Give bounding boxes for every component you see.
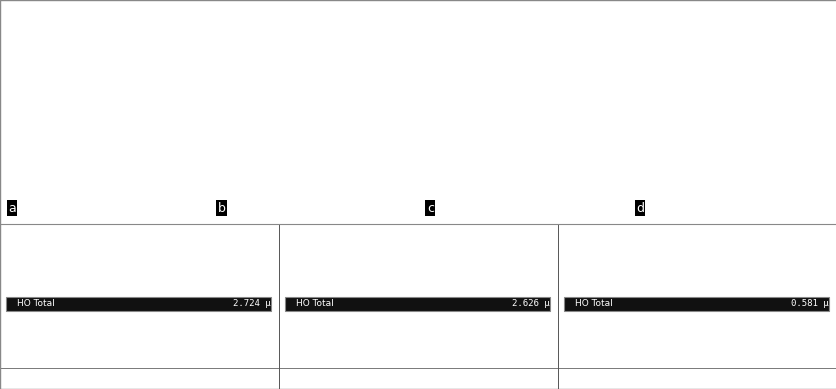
Text: + 1.557 μ: + 1.557 μ — [501, 273, 549, 282]
Text: a: a — [8, 202, 16, 215]
Text: Defocus: Defocus — [17, 273, 54, 282]
Text: Spherical: Spherical — [295, 326, 338, 335]
Text: Aberrations without Scleral lens: Aberrations without Scleral lens — [38, 373, 240, 383]
Text: Astigmatism: Astigmatism — [295, 286, 352, 295]
Text: 0.787 μ x 120°: 0.787 μ x 120° — [752, 286, 828, 295]
Text: Root Mean Square @ D <= 3.00 mm: Root Mean Square @ D <= 3.00 mm — [566, 230, 732, 239]
Text: 3.784 μ x  76°: 3.784 μ x 76° — [195, 286, 270, 295]
Text: 0.373 μ x  10°: 0.373 μ x 10° — [752, 353, 828, 362]
Text: 0.038 μ x 187°: 0.038 μ x 187° — [752, 313, 828, 322]
Text: g: g — [563, 372, 571, 385]
Text: -3.612 μ: -3.612 μ — [227, 273, 270, 282]
Text: Spherical: Spherical — [574, 326, 616, 335]
Text: 1.391 μ: 1.391 μ — [790, 246, 828, 255]
Text: Astigmatism: Astigmatism — [574, 286, 630, 295]
Text: Root Mean Square @ D <= 5.00 mm: Root Mean Square @ D <= 5.00 mm — [8, 230, 174, 239]
Text: Coma: Coma — [295, 313, 321, 322]
Text: Astigmatism: Astigmatism — [17, 286, 74, 295]
Text: Total: Total — [17, 246, 38, 255]
Text: Total: Total — [295, 246, 317, 255]
Text: 0.581 μ: 0.581 μ — [790, 300, 828, 308]
Text: d: d — [635, 202, 644, 215]
Text: + 0.169 μ: + 0.169 μ — [501, 326, 549, 335]
Bar — [6, 297, 270, 310]
Text: Defocus: Defocus — [574, 273, 610, 282]
Text: 0.225 μ x  22°: 0.225 μ x 22° — [752, 340, 828, 349]
Text: -0.335 μ: -0.335 μ — [227, 326, 270, 335]
Text: 0.250 μ x 110°: 0.250 μ x 110° — [195, 353, 270, 362]
Text: Root Mean Square @ D <= 5.00 mm: Root Mean Square @ D <= 5.00 mm — [287, 230, 452, 239]
Text: e: e — [6, 372, 13, 385]
Text: Aberrations over 16.5mm Scleral lens: Aberrations over 16.5mm Scleral lens — [300, 373, 536, 383]
Text: 0.382 μ x 186°: 0.382 μ x 186° — [474, 313, 549, 322]
Text: b: b — [217, 202, 225, 215]
Text: c: c — [426, 202, 433, 215]
Text: Secondary Astigmatism: Secondary Astigmatism — [295, 340, 403, 349]
Text: 1.263 μ: 1.263 μ — [790, 259, 828, 268]
Text: -0.239 μ: -0.239 μ — [785, 326, 828, 335]
Bar — [284, 297, 549, 310]
Text: LO Total: LO Total — [295, 259, 331, 268]
Text: Aberrations over 18.5mm Scleral lens: Aberrations over 18.5mm Scleral lens — [579, 373, 814, 383]
Text: Total: Total — [574, 246, 595, 255]
Bar — [563, 297, 828, 310]
Text: 0.682 μ x  81°: 0.682 μ x 81° — [474, 340, 549, 349]
Text: 0.448 μ x    1°: 0.448 μ x 1° — [190, 340, 270, 349]
Text: 2.626 μ: 2.626 μ — [512, 300, 549, 308]
Text: 3.102 μ: 3.102 μ — [512, 246, 549, 255]
Text: Coma: Coma — [574, 313, 600, 322]
Text: Spherical: Spherical — [17, 326, 59, 335]
Text: Trefoil: Trefoil — [574, 353, 601, 362]
Text: 0.796 μ x  39°: 0.796 μ x 39° — [474, 353, 549, 362]
Text: 0.550 μ x 118°: 0.550 μ x 118° — [474, 286, 549, 295]
Text: 2.724 μ: 2.724 μ — [232, 300, 270, 308]
Text: LO Total: LO Total — [574, 259, 609, 268]
Text: f: f — [284, 372, 288, 385]
Text: Secondary Astigmatism: Secondary Astigmatism — [17, 340, 124, 349]
Text: HO Total: HO Total — [17, 300, 54, 308]
Text: Coma: Coma — [17, 313, 43, 322]
Text: 1.651 μ: 1.651 μ — [512, 259, 549, 268]
Text: LO Total: LO Total — [17, 259, 53, 268]
Text: Secondary Astigmatism: Secondary Astigmatism — [574, 340, 681, 349]
Text: 5.231 μ: 5.231 μ — [232, 259, 270, 268]
Text: HO Total: HO Total — [295, 300, 333, 308]
Text: HO Total: HO Total — [574, 300, 612, 308]
Text: Trefoil: Trefoil — [295, 353, 323, 362]
Text: Defocus: Defocus — [295, 273, 332, 282]
Text: Trefoil: Trefoil — [17, 353, 43, 362]
Text: 2.222 μ x 195°: 2.222 μ x 195° — [195, 313, 270, 322]
Text: + 0.988 μ: + 0.988 μ — [779, 273, 828, 282]
Text: 5.898 μ: 5.898 μ — [232, 246, 270, 255]
